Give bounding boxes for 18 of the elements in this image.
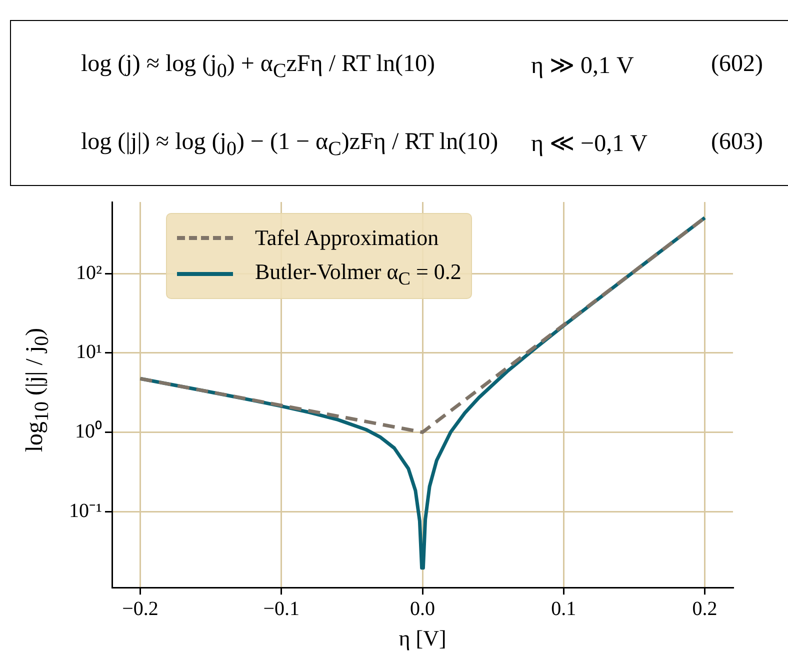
y-tick-label: 10¹ (76, 341, 102, 364)
y-tick-label: 10² (76, 262, 102, 284)
text: η ≪ −0,1 V (531, 130, 648, 158)
text: η ≫ 0,1 V (531, 52, 634, 80)
text: log (j) ≈ log (j$_{0}$) + α$_{C}$zFη / RT ln(10) (81, 51, 435, 83)
y-tick-label: 10⁰ (75, 420, 102, 443)
x-tick-label: 0.1 (551, 598, 576, 620)
legend-label: Butler-Volmer α$_{C}$ = 0.2 (255, 258, 462, 290)
text: (602) (711, 51, 763, 78)
x-tick-label: 0.0 (410, 598, 435, 620)
x-tick-label: −0.2 (122, 598, 158, 620)
text: (603) (711, 129, 763, 156)
x-tick-label: 0.2 (692, 598, 718, 620)
x-axis-title: η [V] (398, 626, 446, 651)
text: log (|j|) ≈ log (j$_{0}$) − (1 − α$_{C}$)zFη / RT ln(10) (81, 129, 498, 161)
x-tick-label: −0.1 (263, 598, 300, 620)
legend-label: Tafel Approximation (255, 225, 439, 251)
y-tick-label: 10⁻¹ (69, 500, 102, 522)
